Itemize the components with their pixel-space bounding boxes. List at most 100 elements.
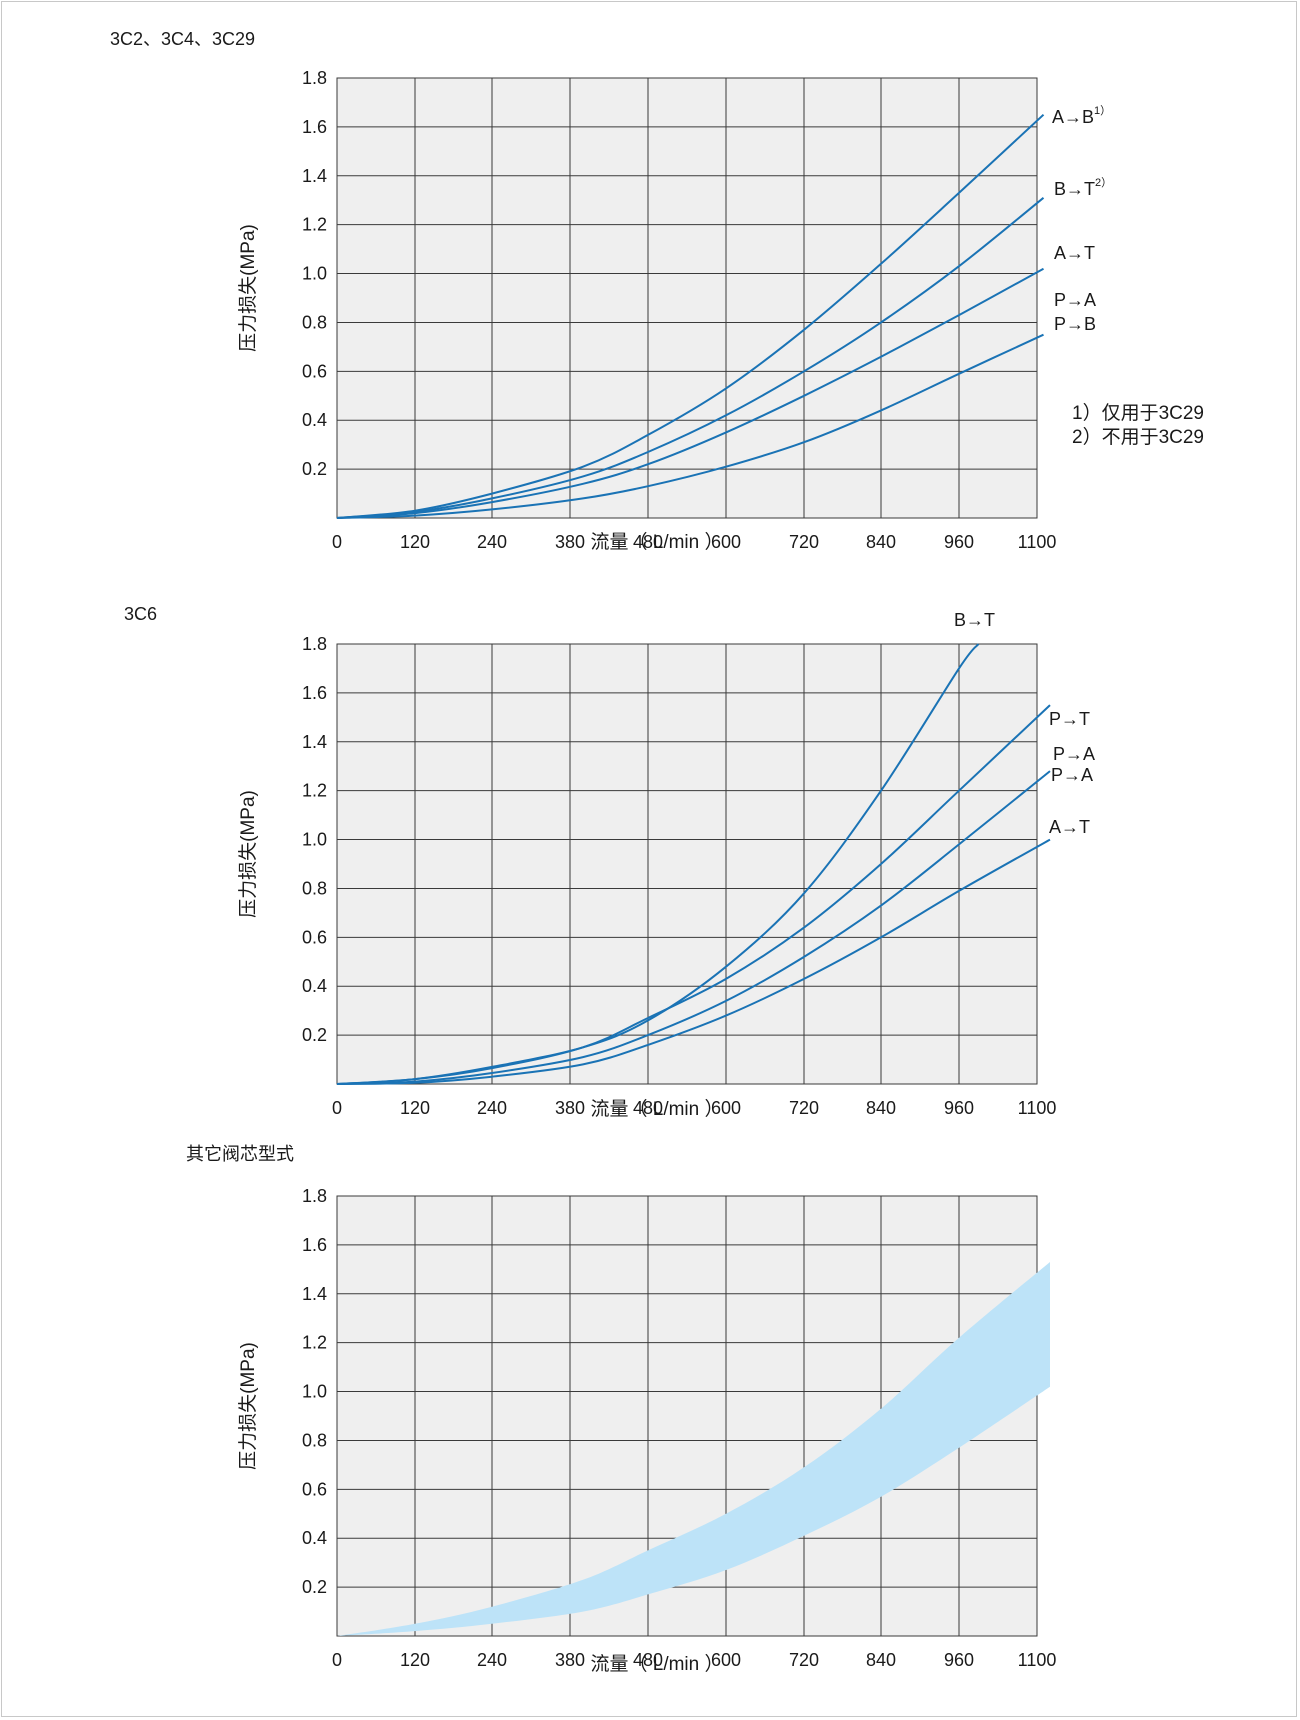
plot-frame — [336, 1195, 1038, 1637]
x-tick-label: 1100 — [1018, 1650, 1057, 1670]
series-label-footnote-mark: 2） — [1095, 176, 1112, 189]
y-tick-label: 0.2 — [302, 1577, 327, 1597]
x-tick-label: 240 — [477, 1650, 507, 1670]
y-tick-label: 1.4 — [302, 166, 327, 186]
x-tick-label: 960 — [944, 532, 974, 552]
series-label: A→T — [1049, 817, 1090, 837]
plot-area — [337, 644, 1037, 1084]
series-label: B→T — [954, 610, 995, 630]
pressure-band — [337, 1262, 1050, 1636]
series-label-text: A→B — [1052, 107, 1094, 127]
series-label-text: P→T — [1049, 709, 1090, 729]
y-tick-label: 0.4 — [302, 410, 327, 430]
series-line — [336, 267, 1044, 519]
series-label: P→T — [1049, 709, 1090, 729]
y-tick-label: 0.6 — [302, 1479, 327, 1499]
series-label: P→A — [1054, 290, 1096, 310]
x-tick-label: 380 — [555, 1098, 585, 1118]
y-tick-label: 1.4 — [302, 1284, 327, 1304]
y-tick-label: 1.4 — [302, 732, 327, 752]
x-tick-label: 960 — [944, 1650, 974, 1670]
y-tick-label: 0.4 — [302, 1528, 327, 1548]
x-tick-label: 1100 — [1018, 1098, 1057, 1118]
chart-title: 3C6 — [124, 604, 157, 624]
series-label-text: P→A — [1054, 290, 1096, 310]
x-tick-label: 600 — [711, 532, 741, 552]
y-tick-label: 1.0 — [302, 830, 327, 850]
footnote: 1）仅用于3C29 — [1072, 402, 1204, 424]
x-tick-label: 380 — [555, 532, 585, 552]
x-tick-label: 720 — [789, 1650, 819, 1670]
series-label: P→A — [1051, 765, 1093, 785]
chart-1: 3C2、3C4、3C29 0.2 0.4 0.6 0.8 1.0 1.2 1.4 1.6 1.8 0… — [110, 29, 1204, 553]
x-tick-label: 120 — [400, 1650, 430, 1670]
y-tick-label: 0.4 — [302, 976, 327, 996]
x-tick-label: 1100 — [1018, 532, 1057, 552]
x-tick-label: 0 — [332, 532, 342, 552]
y-tick-label: 1.8 — [302, 634, 327, 654]
series-line — [336, 333, 1044, 519]
series-label-text: B→T — [1054, 179, 1095, 199]
x-tick-label: 380 — [555, 1650, 585, 1670]
x-axis-label: 流量（ L/min ） — [590, 531, 723, 553]
plot-area — [337, 78, 1037, 518]
x-tick-label: 600 — [711, 1098, 741, 1118]
series-line — [336, 838, 1051, 1085]
x-tick-label: 840 — [866, 1098, 896, 1118]
y-tick-label: 0.8 — [302, 1430, 327, 1450]
y-tick-label: 1.8 — [302, 68, 327, 88]
y-tick-label: 1.2 — [302, 215, 327, 235]
x-tick-label: 480 — [633, 1098, 663, 1118]
x-tick-label: 600 — [711, 1650, 741, 1670]
plot-frame — [336, 643, 1038, 1085]
x-tick-label: 840 — [866, 532, 896, 552]
y-tick-label: 1.2 — [302, 781, 327, 801]
plot-frame — [336, 77, 1038, 519]
x-tick-label: 240 — [477, 1098, 507, 1118]
series-line — [336, 197, 1045, 519]
x-tick-label: 0 — [332, 1650, 342, 1670]
y-axis-label: 压力损失(MPa) — [237, 1342, 259, 1470]
series-label: A→T — [1054, 243, 1095, 263]
y-tick-label: 1.6 — [302, 1235, 327, 1255]
series-label: B→T2） — [1054, 176, 1112, 199]
y-tick-label: 1.6 — [302, 117, 327, 137]
chart-title: 3C2、3C4、3C29 — [110, 29, 255, 49]
x-tick-label: 0 — [332, 1098, 342, 1118]
footnote: 2）不用于3C29 — [1072, 426, 1204, 448]
series-label: P→B — [1054, 314, 1096, 334]
series-label: A→B1） — [1052, 104, 1111, 127]
y-tick-label: 1.0 — [302, 264, 327, 284]
y-axis-label: 压力损失(MPa) — [237, 790, 259, 918]
series-label-text: A→T — [1054, 243, 1095, 263]
y-tick-label: 1.2 — [302, 1333, 327, 1353]
x-tick-label: 240 — [477, 532, 507, 552]
y-axis-label: 压力损失(MPa) — [237, 224, 259, 352]
x-tick-label: 720 — [789, 532, 819, 552]
series-label-text: P→A — [1053, 744, 1095, 764]
x-axis-label: 流量（ L/min ） — [590, 1653, 723, 1675]
y-tick-label: 0.2 — [302, 459, 327, 479]
x-tick-label: 120 — [400, 1098, 430, 1118]
x-axis-label: 流量（ L/min ） — [590, 1098, 723, 1120]
y-tick-label: 0.6 — [302, 927, 327, 947]
x-tick-label: 840 — [866, 1650, 896, 1670]
x-tick-label: 960 — [944, 1098, 974, 1118]
chart-2: 3C6 0.2 0.4 0.6 0.8 1.0 1.2 1.4 1.6 1.8 0 120 240 380… — [124, 604, 1095, 1120]
x-tick-label: 120 — [400, 532, 430, 552]
chart-3: 其它阀芯型式 0.2 0.4 0.6 0.8 1.0 1.2 1.4 1.6 1.8 0 120 240… — [186, 1144, 1056, 1675]
series-line — [336, 770, 1051, 1085]
x-tick-label: 480 — [633, 1650, 663, 1670]
y-tick-label: 1.0 — [302, 1382, 327, 1402]
y-tick-label: 0.8 — [302, 878, 327, 898]
y-tick-label: 0.2 — [302, 1025, 327, 1045]
series-label: P→A — [1053, 744, 1095, 764]
series-label-text: A→T — [1049, 817, 1090, 837]
series-line — [336, 704, 1051, 1085]
x-tick-label: 480 — [633, 532, 663, 552]
x-tick-label: 720 — [789, 1098, 819, 1118]
chart-title: 其它阀芯型式 — [186, 1144, 294, 1164]
y-tick-label: 0.6 — [302, 361, 327, 381]
series-line — [336, 113, 1045, 519]
